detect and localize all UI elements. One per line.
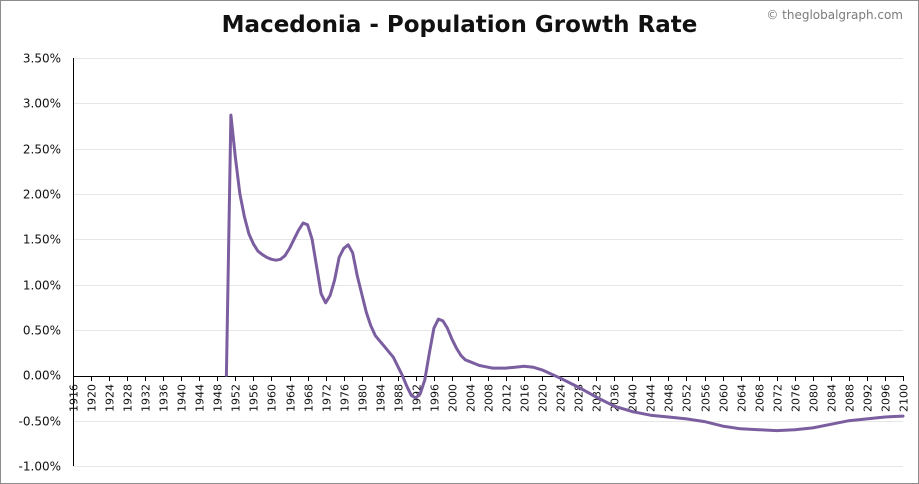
x-tick-label: 2100	[898, 384, 911, 412]
y-tick-label: 1.50%	[23, 233, 61, 247]
x-tick-label: 2016	[519, 384, 532, 412]
y-tick-label: 2.00%	[23, 188, 61, 202]
x-tick-label: 1984	[375, 384, 388, 412]
x-tick-label: 2084	[826, 384, 839, 412]
y-tick-label: -0.50%	[19, 415, 61, 429]
x-tick-label: 2080	[808, 384, 821, 412]
y-tick-label: 3.00%	[23, 97, 61, 111]
x-tick-label: 2004	[465, 384, 478, 412]
x-tick-label: 2008	[483, 384, 496, 412]
x-tick-label: 1996	[429, 384, 442, 412]
x-tick-label: 1932	[140, 384, 153, 412]
series-line	[224, 113, 905, 433]
x-tick-label: 1960	[266, 384, 279, 412]
x-tick-label: 2060	[718, 384, 731, 412]
x-tick-label: 2012	[501, 384, 514, 412]
x-tick-label: 2024	[555, 384, 568, 412]
x-tick-label: 1936	[158, 384, 171, 412]
x-tick-label: 2052	[681, 384, 694, 412]
x-tick-label: 1968	[303, 384, 316, 412]
x-tick-label: 1980	[357, 384, 370, 412]
x-tick-label: 2044	[645, 384, 658, 412]
x-tick-label: 2088	[844, 384, 857, 412]
x-tick-label: 2056	[700, 384, 713, 412]
y-tick-label: 2.50%	[23, 143, 61, 157]
y-tick-label: -1.00%	[19, 460, 61, 474]
gridlines	[73, 58, 903, 467]
x-tick-label: 1924	[104, 384, 117, 412]
x-tick-label: 2064	[736, 384, 749, 412]
x-tick-label: 1916	[68, 384, 81, 412]
y-tick-label: 3.50%	[23, 52, 61, 66]
x-tick-label: 1964	[285, 384, 298, 412]
y-tick-label: 1.00%	[23, 279, 61, 293]
x-tick-label: 1920	[86, 384, 99, 412]
credit-text: © theglobalgraph.com	[766, 8, 903, 22]
x-tick-label: 1948	[212, 384, 225, 412]
x-tick-label: 2076	[790, 384, 803, 412]
chart-title: Macedonia - Population Growth Rate	[221, 12, 698, 38]
x-tick-label: 2040	[627, 384, 640, 412]
x-tick-label: 1976	[339, 384, 352, 412]
x-tick-label: 1956	[248, 384, 261, 412]
x-tick-label: 1944	[194, 384, 207, 412]
x-tick-label: 1972	[321, 384, 334, 412]
x-tick-label: 2068	[754, 384, 767, 412]
x-tick-label: 2092	[862, 384, 875, 412]
x-tick-label: 2072	[772, 384, 785, 412]
y-tick-label: 0.50%	[23, 324, 61, 338]
x-tick-label: 1952	[230, 384, 243, 412]
axes	[73, 58, 904, 466]
y-tick-labels: 3.50% 3.00% 2.50% 2.00% 1.50% 1.00% 0.50% 0.00%…	[19, 52, 61, 474]
x-tick-label: 1940	[176, 384, 189, 412]
x-tick-label: 2020	[537, 384, 550, 412]
y-tick-label: 0.00%	[23, 369, 61, 383]
x-tick-label: 1988	[393, 384, 406, 412]
x-tick-label: 1928	[122, 384, 135, 412]
x-tick-label: 2000	[447, 384, 460, 412]
series-layer	[224, 113, 905, 433]
x-tick-label: 2096	[880, 384, 893, 412]
x-tick-labels: 1916 1920 1924 1928 1932 1936 1940 1944 1948 1952…	[68, 384, 911, 412]
x-tick-label: 2048	[663, 384, 676, 412]
